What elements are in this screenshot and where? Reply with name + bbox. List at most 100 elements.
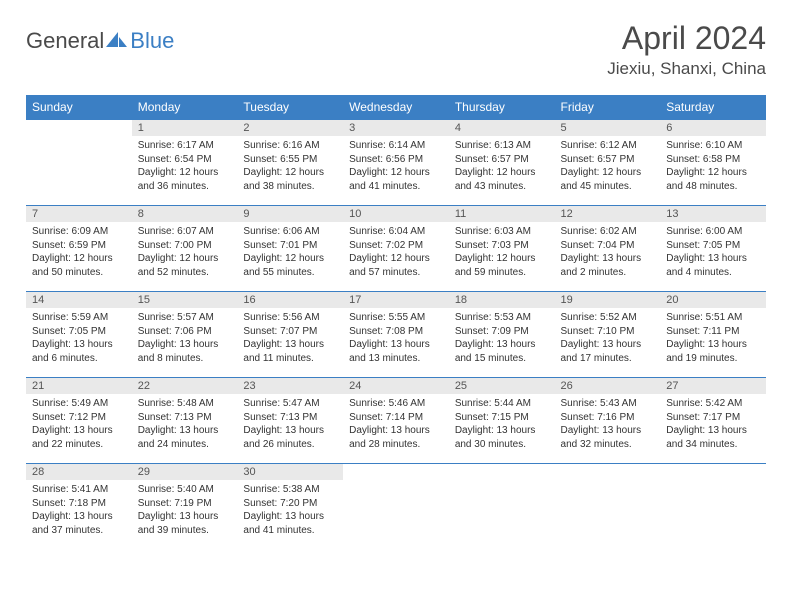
calendar-week-row: 7Sunrise: 6:09 AMSunset: 6:59 PMDaylight… xyxy=(26,205,766,291)
day-line-ss: Sunset: 7:10 PM xyxy=(561,325,655,339)
day-line-d1: Daylight: 13 hours xyxy=(243,338,337,352)
day-line-d1: Daylight: 13 hours xyxy=(32,510,126,524)
day-line-d1: Daylight: 13 hours xyxy=(32,338,126,352)
day-line-ss: Sunset: 7:01 PM xyxy=(243,239,337,253)
day-details: Sunrise: 5:49 AMSunset: 7:12 PMDaylight:… xyxy=(26,394,132,453)
day-line-ss: Sunset: 6:54 PM xyxy=(138,153,232,167)
sail-icon xyxy=(106,30,128,48)
day-line-ss: Sunset: 7:04 PM xyxy=(561,239,655,253)
day-line-d1: Daylight: 12 hours xyxy=(349,252,443,266)
day-line-d2: and 17 minutes. xyxy=(561,352,655,366)
day-line-d1: Daylight: 12 hours xyxy=(138,252,232,266)
day-details: Sunrise: 5:38 AMSunset: 7:20 PMDaylight:… xyxy=(237,480,343,539)
page-header: General Blue April 2024 Jiexiu, Shanxi, … xyxy=(26,20,766,79)
day-line-d2: and 26 minutes. xyxy=(243,438,337,452)
day-details: Sunrise: 5:42 AMSunset: 7:17 PMDaylight:… xyxy=(660,394,766,453)
day-line-d1: Daylight: 13 hours xyxy=(561,338,655,352)
day-line-d2: and 6 minutes. xyxy=(32,352,126,366)
day-line-ss: Sunset: 7:06 PM xyxy=(138,325,232,339)
day-number: 23 xyxy=(237,377,343,394)
day-line-d1: Daylight: 13 hours xyxy=(138,510,232,524)
calendar-day-cell xyxy=(660,463,766,549)
day-line-d2: and 38 minutes. xyxy=(243,180,337,194)
day-details: Sunrise: 6:02 AMSunset: 7:04 PMDaylight:… xyxy=(555,222,661,281)
day-line-d1: Daylight: 12 hours xyxy=(455,166,549,180)
day-number: 30 xyxy=(237,463,343,480)
day-details: Sunrise: 5:53 AMSunset: 7:09 PMDaylight:… xyxy=(449,308,555,367)
day-number: 26 xyxy=(555,377,661,394)
day-details: Sunrise: 5:40 AMSunset: 7:19 PMDaylight:… xyxy=(132,480,238,539)
location-text: Jiexiu, Shanxi, China xyxy=(607,59,766,79)
calendar-day-cell: 16Sunrise: 5:56 AMSunset: 7:07 PMDayligh… xyxy=(237,291,343,377)
day-line-d1: Daylight: 13 hours xyxy=(243,424,337,438)
day-details: Sunrise: 5:47 AMSunset: 7:13 PMDaylight:… xyxy=(237,394,343,453)
calendar-day-cell: 13Sunrise: 6:00 AMSunset: 7:05 PMDayligh… xyxy=(660,205,766,291)
day-line-d1: Daylight: 13 hours xyxy=(666,338,760,352)
day-line-d2: and 8 minutes. xyxy=(138,352,232,366)
day-line-d2: and 41 minutes. xyxy=(243,524,337,538)
calendar-day-cell xyxy=(343,463,449,549)
day-line-d1: Daylight: 13 hours xyxy=(666,252,760,266)
day-details: Sunrise: 6:14 AMSunset: 6:56 PMDaylight:… xyxy=(343,136,449,195)
calendar-day-cell: 12Sunrise: 6:02 AMSunset: 7:04 PMDayligh… xyxy=(555,205,661,291)
day-details: Sunrise: 5:41 AMSunset: 7:18 PMDaylight:… xyxy=(26,480,132,539)
calendar-day-cell: 5Sunrise: 6:12 AMSunset: 6:57 PMDaylight… xyxy=(555,119,661,205)
day-line-d1: Daylight: 13 hours xyxy=(561,424,655,438)
calendar-day-cell xyxy=(449,463,555,549)
day-line-d1: Daylight: 12 hours xyxy=(32,252,126,266)
day-line-d1: Daylight: 13 hours xyxy=(666,424,760,438)
day-line-d2: and 43 minutes. xyxy=(455,180,549,194)
calendar-day-cell: 7Sunrise: 6:09 AMSunset: 6:59 PMDaylight… xyxy=(26,205,132,291)
day-line-ss: Sunset: 7:19 PM xyxy=(138,497,232,511)
calendar-page: General Blue April 2024 Jiexiu, Shanxi, … xyxy=(0,0,792,559)
calendar-day-cell: 22Sunrise: 5:48 AMSunset: 7:13 PMDayligh… xyxy=(132,377,238,463)
day-details: Sunrise: 5:46 AMSunset: 7:14 PMDaylight:… xyxy=(343,394,449,453)
day-number: 25 xyxy=(449,377,555,394)
day-number: 27 xyxy=(660,377,766,394)
day-line-d2: and 19 minutes. xyxy=(666,352,760,366)
calendar-day-cell: 14Sunrise: 5:59 AMSunset: 7:05 PMDayligh… xyxy=(26,291,132,377)
day-details: Sunrise: 5:51 AMSunset: 7:11 PMDaylight:… xyxy=(660,308,766,367)
calendar-day-cell: 15Sunrise: 5:57 AMSunset: 7:06 PMDayligh… xyxy=(132,291,238,377)
day-details: Sunrise: 6:00 AMSunset: 7:05 PMDaylight:… xyxy=(660,222,766,281)
weekday-header: Saturday xyxy=(660,95,766,119)
calendar-day-cell: 29Sunrise: 5:40 AMSunset: 7:19 PMDayligh… xyxy=(132,463,238,549)
day-details: Sunrise: 6:12 AMSunset: 6:57 PMDaylight:… xyxy=(555,136,661,195)
day-line-d1: Daylight: 12 hours xyxy=(561,166,655,180)
day-line-sr: Sunrise: 6:03 AM xyxy=(455,225,549,239)
day-line-sr: Sunrise: 6:13 AM xyxy=(455,139,549,153)
day-details: Sunrise: 5:52 AMSunset: 7:10 PMDaylight:… xyxy=(555,308,661,367)
day-line-sr: Sunrise: 5:43 AM xyxy=(561,397,655,411)
empty-day-bar xyxy=(555,463,661,480)
day-details: Sunrise: 6:06 AMSunset: 7:01 PMDaylight:… xyxy=(237,222,343,281)
empty-day-bar xyxy=(660,463,766,480)
day-number: 10 xyxy=(343,205,449,222)
calendar-day-cell: 26Sunrise: 5:43 AMSunset: 7:16 PMDayligh… xyxy=(555,377,661,463)
logo: General Blue xyxy=(26,20,174,54)
day-number: 21 xyxy=(26,377,132,394)
day-line-d1: Daylight: 13 hours xyxy=(138,338,232,352)
day-line-sr: Sunrise: 5:56 AM xyxy=(243,311,337,325)
day-line-ss: Sunset: 7:17 PM xyxy=(666,411,760,425)
empty-day-bar xyxy=(343,463,449,480)
month-title: April 2024 xyxy=(607,20,766,57)
day-line-sr: Sunrise: 5:49 AM xyxy=(32,397,126,411)
weekday-header: Tuesday xyxy=(237,95,343,119)
day-details: Sunrise: 5:43 AMSunset: 7:16 PMDaylight:… xyxy=(555,394,661,453)
day-line-d1: Daylight: 13 hours xyxy=(349,424,443,438)
day-line-d1: Daylight: 12 hours xyxy=(243,166,337,180)
day-number: 6 xyxy=(660,119,766,136)
day-number: 15 xyxy=(132,291,238,308)
calendar-day-cell: 24Sunrise: 5:46 AMSunset: 7:14 PMDayligh… xyxy=(343,377,449,463)
day-line-ss: Sunset: 7:16 PM xyxy=(561,411,655,425)
day-number: 2 xyxy=(237,119,343,136)
calendar-day-cell: 21Sunrise: 5:49 AMSunset: 7:12 PMDayligh… xyxy=(26,377,132,463)
title-block: April 2024 Jiexiu, Shanxi, China xyxy=(607,20,766,79)
day-number: 9 xyxy=(237,205,343,222)
day-line-d1: Daylight: 12 hours xyxy=(349,166,443,180)
day-details: Sunrise: 6:16 AMSunset: 6:55 PMDaylight:… xyxy=(237,136,343,195)
day-line-sr: Sunrise: 5:47 AM xyxy=(243,397,337,411)
day-details: Sunrise: 6:13 AMSunset: 6:57 PMDaylight:… xyxy=(449,136,555,195)
day-number: 22 xyxy=(132,377,238,394)
day-line-ss: Sunset: 6:55 PM xyxy=(243,153,337,167)
